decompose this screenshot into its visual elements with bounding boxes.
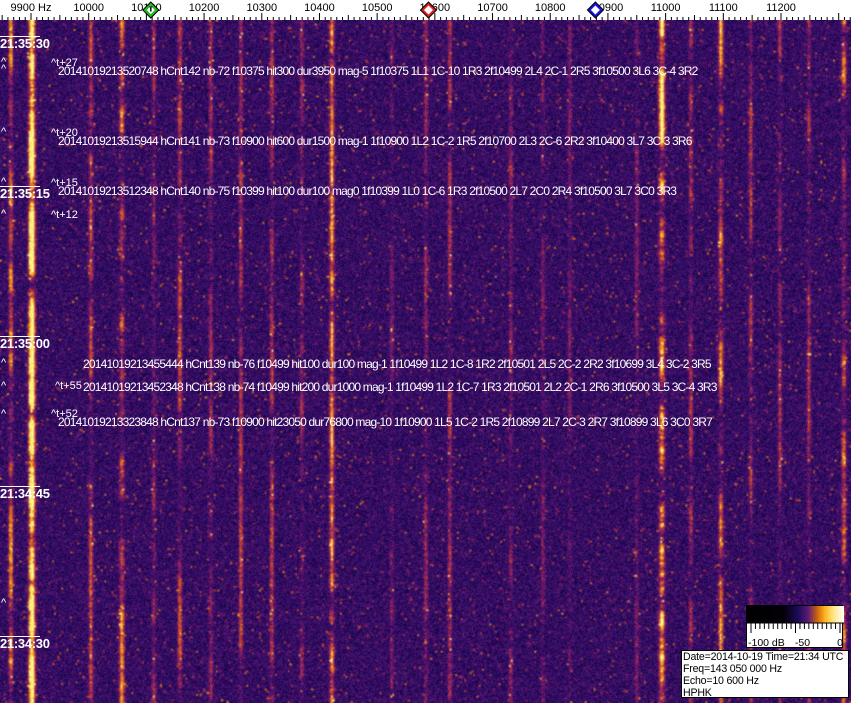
svg-text:11100: 11100 — [709, 2, 738, 14]
svg-text:10000: 10000 — [73, 2, 104, 14]
svg-text:10400: 10400 — [304, 2, 335, 14]
svg-text:10200: 10200 — [189, 2, 220, 14]
svg-text:9900 Hz: 9900 Hz — [11, 2, 52, 14]
svg-text:0: 0 — [837, 637, 843, 649]
svg-text:10500: 10500 — [362, 2, 393, 14]
svg-text:-100 dB: -100 dB — [748, 637, 785, 649]
svg-text:10700: 10700 — [477, 2, 508, 14]
svg-text:11200: 11200 — [766, 2, 796, 14]
svg-text:11000: 11000 — [651, 2, 681, 14]
svg-text:10800: 10800 — [535, 2, 566, 14]
svg-text:10300: 10300 — [246, 2, 277, 14]
svg-text:-50: -50 — [795, 637, 810, 649]
